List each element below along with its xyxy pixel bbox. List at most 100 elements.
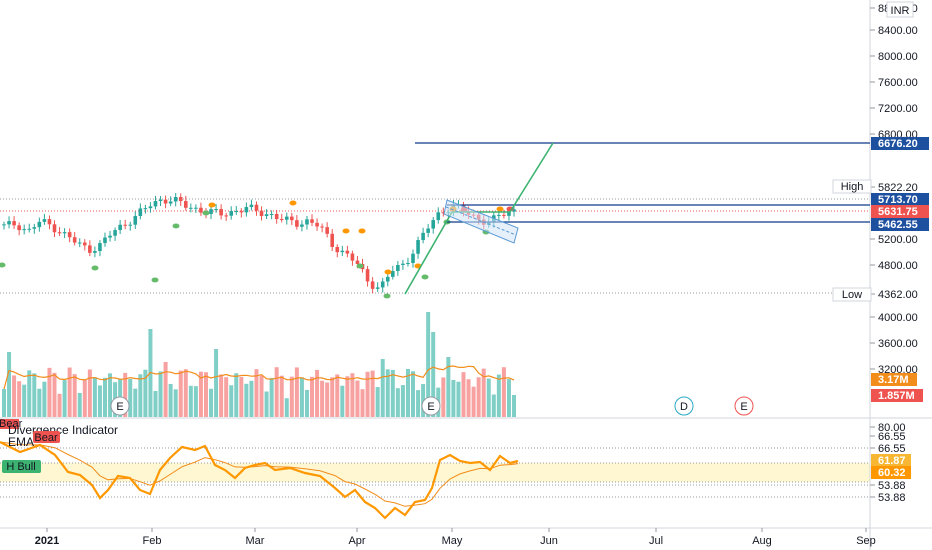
candle-body <box>350 253 355 261</box>
volume-bar <box>299 377 304 417</box>
candle-body <box>300 224 304 227</box>
volume-bar <box>133 388 138 417</box>
target-value: 6676.20 <box>878 138 918 150</box>
volume-bar <box>168 383 173 417</box>
volume-bar <box>416 390 421 417</box>
neutral-signal-dot <box>208 202 216 208</box>
volume-bar <box>102 377 107 417</box>
indicator-ema-label: EMA <box>8 435 34 449</box>
bullish-signal-dot <box>0 262 6 268</box>
projection-line[interactable] <box>404 142 554 295</box>
candles <box>2 193 516 294</box>
candle-body <box>310 219 314 223</box>
candle-body <box>254 204 259 211</box>
indicator-tick-label: 53.88 <box>878 492 906 504</box>
indicator-tick-label: 53.88 <box>878 480 906 492</box>
volume-bar <box>370 370 375 417</box>
time-tick-label: May <box>442 535 463 547</box>
volume-bar <box>446 357 451 417</box>
volume-bar <box>143 369 148 417</box>
support-value: 5462.55 <box>878 219 918 231</box>
support-badge: 5462.55 <box>871 218 929 231</box>
volume-bar <box>87 369 92 417</box>
resistance-badge: 5713.70 <box>871 193 929 206</box>
candle-body <box>52 224 57 233</box>
volume-bar <box>365 371 370 417</box>
volume-bar <box>219 374 224 417</box>
candle-body <box>239 211 244 213</box>
candle-body <box>128 224 133 226</box>
candle-body <box>103 237 107 244</box>
candle-body <box>209 209 213 214</box>
candle-body <box>497 214 501 216</box>
time-axis[interactable]: 2021 Feb Mar Apr May Jun Jul Aug Sep <box>35 528 876 547</box>
price-axis[interactable]: 8800.008400.008000.007600.007200.006800.… <box>870 3 918 376</box>
volume-bar <box>249 380 254 417</box>
event-marker-earnings-2[interactable]: E <box>421 396 441 416</box>
candle-body <box>183 201 188 208</box>
candle-body <box>355 260 360 264</box>
volume-bar <box>355 380 360 417</box>
volume-ma-value: 3.17M <box>878 374 909 386</box>
volume-bar <box>491 394 496 417</box>
volume-bar <box>395 388 400 417</box>
candle-body <box>295 220 299 227</box>
volume-bar <box>481 368 486 417</box>
volume-bar <box>224 377 229 417</box>
volume-bar <box>269 377 274 417</box>
volume-bar <box>476 377 481 417</box>
candle-body <box>290 216 294 221</box>
candle-body <box>401 263 405 265</box>
volume-bar <box>153 390 158 417</box>
candle-body <box>224 215 228 217</box>
volume-bar <box>214 349 219 417</box>
event-marker-earnings-3[interactable]: E <box>734 396 754 416</box>
price-tick-label: 7200.00 <box>878 103 918 115</box>
resistance-value: 5713.70 <box>878 194 918 206</box>
time-tick-label: Feb <box>143 535 162 547</box>
volume-bar <box>123 372 128 417</box>
volume-bar <box>421 384 426 417</box>
flag-mid-line <box>445 206 517 236</box>
volume-bar <box>289 376 294 417</box>
candle-body <box>17 225 21 231</box>
candle-body <box>436 212 441 221</box>
candle-body <box>7 221 11 225</box>
volume-last-badge: 1.857M <box>871 389 923 402</box>
currency-badge[interactable]: INR <box>886 1 914 18</box>
volume-bar <box>17 381 22 417</box>
candle-body <box>67 232 72 238</box>
event-marker-dividend[interactable]: D <box>674 396 694 416</box>
volume-bar <box>108 373 113 417</box>
volume-bar <box>183 369 188 417</box>
volume-bar <box>405 368 410 417</box>
time-tick-label: Jun <box>540 535 558 547</box>
candle-body <box>274 213 279 220</box>
candle-body <box>421 232 425 241</box>
candle-body <box>219 209 223 216</box>
price-tick-label: 8000.00 <box>878 51 918 63</box>
event-letter: E <box>740 401 747 413</box>
candle-body <box>163 199 168 204</box>
volume-bar <box>42 381 47 417</box>
volume-bar <box>239 377 244 417</box>
indicator-tick-label: 66.55 <box>878 431 906 443</box>
volume-bar <box>471 386 476 417</box>
candle-body <box>512 209 516 212</box>
event-marker-earnings-1[interactable]: E <box>110 396 130 416</box>
price-tick-label: 3600.00 <box>878 338 918 350</box>
candle-body <box>345 250 350 254</box>
price-tick-label: 7600.00 <box>878 77 918 89</box>
candle-body <box>269 213 274 215</box>
volume-bar <box>173 389 178 417</box>
candle-body <box>244 207 249 213</box>
volume-bar <box>360 389 365 417</box>
bullish-signal-dot <box>421 274 429 280</box>
price-tick-label: 5200.00 <box>878 234 918 246</box>
volume-bar <box>193 386 198 417</box>
candle-body <box>118 224 122 231</box>
volume-bar <box>375 387 380 417</box>
candle-body <box>396 264 400 271</box>
